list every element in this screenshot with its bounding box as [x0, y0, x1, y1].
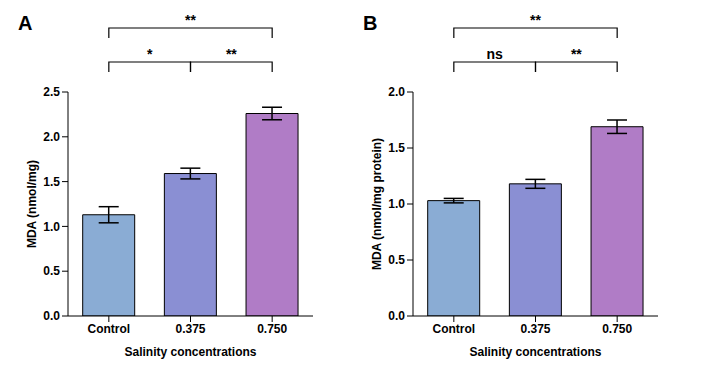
svg-text:1.5: 1.5	[388, 141, 405, 155]
svg-text:2.5: 2.5	[43, 85, 60, 99]
svg-text:**: **	[571, 46, 582, 62]
svg-text:Control: Control	[88, 322, 131, 336]
svg-text:MDA (nmol/mg): MDA (nmol/mg)	[25, 160, 39, 248]
svg-text:Salinity concentrations: Salinity concentrations	[469, 345, 601, 359]
svg-text:0.375: 0.375	[520, 322, 550, 336]
svg-text:*: *	[147, 46, 153, 62]
svg-text:**: **	[530, 12, 541, 28]
svg-text:0.0: 0.0	[43, 309, 60, 323]
svg-text:MDA (nmol/mg protein): MDA (nmol/mg protein)	[370, 138, 384, 270]
svg-text:0.750: 0.750	[257, 322, 287, 336]
svg-text:Salinity concentrations: Salinity concentrations	[124, 345, 256, 359]
svg-text:A: A	[18, 12, 32, 34]
svg-text:0.375: 0.375	[175, 322, 205, 336]
svg-text:1.5: 1.5	[43, 175, 60, 189]
svg-text:0.750: 0.750	[602, 322, 632, 336]
svg-text:**: **	[185, 12, 196, 28]
svg-text:0.0: 0.0	[388, 309, 405, 323]
svg-text:Control: Control	[433, 322, 476, 336]
svg-text:0.5: 0.5	[43, 264, 60, 278]
svg-text:1.0: 1.0	[388, 197, 405, 211]
svg-text:2.0: 2.0	[43, 130, 60, 144]
svg-text:1.0: 1.0	[43, 220, 60, 234]
svg-text:0.5: 0.5	[388, 253, 405, 267]
svg-text:**: **	[226, 46, 237, 62]
svg-text:B: B	[363, 12, 377, 34]
svg-text:ns: ns	[486, 46, 503, 62]
svg-text:2.0: 2.0	[388, 85, 405, 99]
